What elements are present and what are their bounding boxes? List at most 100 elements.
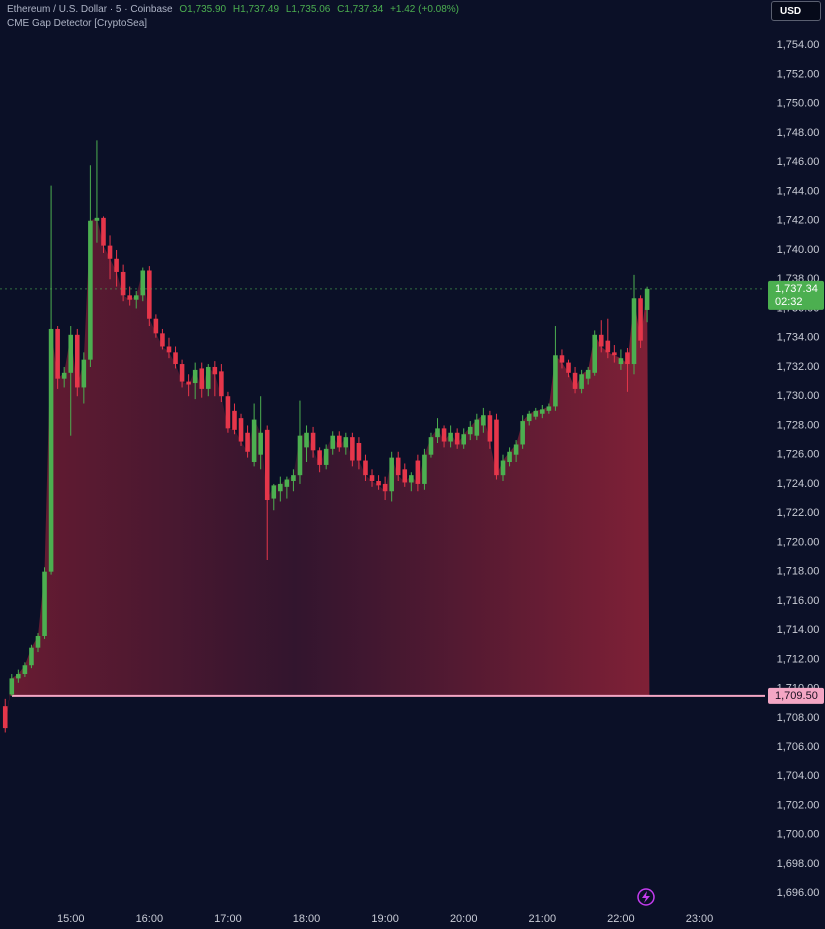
candle-body <box>166 346 172 353</box>
candle-body <box>160 333 165 347</box>
candle-body <box>245 432 250 452</box>
candle-body <box>454 432 460 445</box>
candle-body <box>16 673 21 679</box>
legend-row: Ethereum / U.S. Dollar · 5 · Coinbase O1… <box>7 4 463 15</box>
y-tick-label: 1,750.00 <box>777 98 820 110</box>
price-axis-bg <box>765 0 825 929</box>
y-tick-label: 1,720.00 <box>777 536 820 548</box>
candle-body <box>356 442 362 461</box>
candle-body <box>107 245 113 259</box>
y-tick-label: 1,748.00 <box>777 127 820 139</box>
candle-body <box>336 435 342 448</box>
close: C1,737.34 <box>337 4 384 15</box>
x-tick-label: 15:00 <box>57 913 85 925</box>
x-tick-label: 20:00 <box>450 913 478 925</box>
candle-body <box>297 435 303 476</box>
replay-icon[interactable] <box>637 888 655 906</box>
x-tick-label: 16:00 <box>136 913 164 925</box>
candle-body <box>409 475 414 483</box>
candle-body <box>350 437 355 461</box>
candle-body <box>101 217 106 246</box>
candle-body <box>461 434 467 445</box>
y-tick-label: 1,696.00 <box>777 887 820 899</box>
candle-body <box>546 406 552 411</box>
y-tick-label: 1,730.00 <box>777 390 820 402</box>
gap-badge <box>768 687 824 704</box>
candle-body <box>238 418 244 442</box>
candle-body <box>186 381 191 385</box>
y-tick-label: 1,712.00 <box>777 653 820 665</box>
candle-body <box>566 362 571 373</box>
last-price-label: 1,737.34 <box>775 283 818 295</box>
candle-body <box>585 369 591 379</box>
candle-body <box>317 450 322 465</box>
y-tick-label: 1,740.00 <box>777 244 820 256</box>
candle-body <box>225 396 231 429</box>
candle-body <box>199 368 205 389</box>
candle-body <box>55 328 60 379</box>
candle-body <box>192 369 198 384</box>
y-tick-label: 1,752.00 <box>777 68 820 80</box>
indicator[interactable]: CME Gap Detector [CryptoSea] <box>7 18 148 29</box>
candle-body <box>120 271 126 296</box>
candle-body <box>467 426 473 435</box>
open: O1,735.90 <box>179 4 227 15</box>
y-tick-label: 1,744.00 <box>777 185 820 197</box>
candle-body <box>435 428 440 438</box>
candle-body <box>618 358 624 365</box>
y-tick-label: 1,714.00 <box>777 624 820 636</box>
candle-body <box>395 457 401 476</box>
last-price-badge <box>768 280 824 310</box>
candle-body <box>251 419 257 463</box>
y-tick-label: 1,754.00 <box>777 39 820 51</box>
candle-body <box>500 460 506 476</box>
candle-body <box>474 419 480 436</box>
candle-body <box>258 432 263 455</box>
y-tick-label: 1,706.00 <box>777 741 820 753</box>
y-tick-label: 1,722.00 <box>777 507 820 519</box>
candle-body <box>422 454 427 484</box>
candle-body <box>114 258 119 272</box>
candle-body <box>278 483 283 492</box>
candle-body <box>323 448 329 465</box>
x-tick-label: 23:00 <box>686 913 714 925</box>
candle-body <box>612 352 617 356</box>
y-tick-label: 1,742.00 <box>777 215 820 227</box>
y-tick-label: 1,724.00 <box>777 478 820 490</box>
y-tick-label: 1,716.00 <box>777 595 820 607</box>
candle-body <box>9 678 15 695</box>
candle-body <box>448 432 453 442</box>
candle-body <box>579 374 584 389</box>
candle-body <box>559 355 565 363</box>
candle-body <box>605 340 611 353</box>
candle-body <box>81 359 87 388</box>
candle-body <box>271 485 277 499</box>
candle-body <box>147 270 152 319</box>
currency-button[interactable]: USD <box>771 1 821 21</box>
candle-body <box>415 460 421 484</box>
candle-body <box>376 481 381 486</box>
y-tick-label: 1,698.00 <box>777 858 820 870</box>
candle-body <box>363 460 368 476</box>
candle-body <box>264 429 270 501</box>
candle-body <box>179 364 185 382</box>
candle-body <box>382 483 388 492</box>
candle-body <box>631 298 637 365</box>
x-tick-label: 21:00 <box>529 913 557 925</box>
candle-body <box>402 469 408 483</box>
symbol: Ethereum / U.S. Dollar · 5 · Coinbase <box>7 4 173 15</box>
candle-body <box>533 410 539 417</box>
candle-body <box>22 665 28 674</box>
y-tick-label: 1,718.00 <box>777 566 820 578</box>
candle-body <box>540 409 545 414</box>
candle-body <box>428 437 434 455</box>
x-tick-label: 17:00 <box>214 913 242 925</box>
candle-body <box>441 428 447 442</box>
candle-body <box>212 366 218 375</box>
candle-body <box>29 647 34 666</box>
candle-body <box>42 571 47 636</box>
candle-body <box>389 457 394 492</box>
candle-body <box>68 334 74 373</box>
